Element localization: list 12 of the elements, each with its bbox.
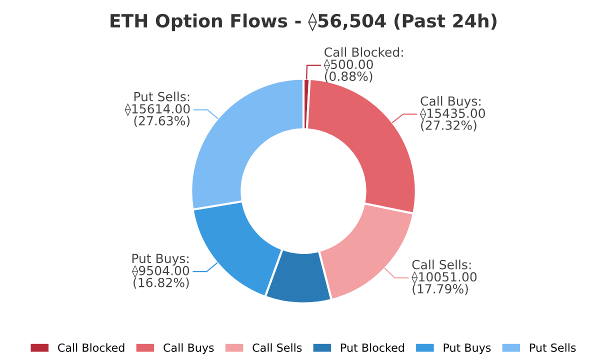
legend-label: Call Buys xyxy=(164,343,214,354)
legend-label: Call Sells xyxy=(252,343,302,352)
data-label: Put Sells: ⟠15614.00 (27.63%) xyxy=(124,92,190,127)
legend-label: Put Sells xyxy=(530,343,576,352)
data-label: Put Buys: ⟠9504.00 (16.82%) xyxy=(132,254,190,289)
legend-label: Call Blocked xyxy=(58,343,124,352)
data-label: Call Sells: ⟠10051.00 (17.79%) xyxy=(412,260,477,295)
legend-label: Put Buys xyxy=(444,344,491,354)
data-label: Call Buys: ⟠15435.00 (27.32%) xyxy=(420,96,485,132)
chart-title: ETH Option Flows - ⟠56,504 (Past 24h) xyxy=(110,12,496,32)
legend-label: Put Blocked xyxy=(341,343,404,352)
data-label: Call Blocked: ⟠500.00 (0.88%) xyxy=(324,47,403,82)
